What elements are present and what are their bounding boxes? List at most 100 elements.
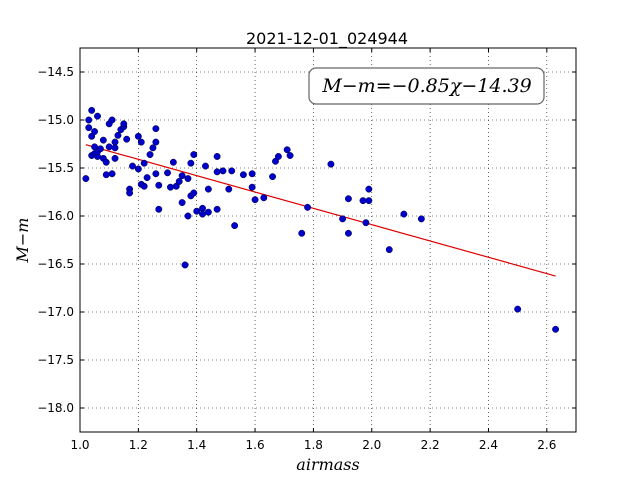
y-axis-label: M−m [13, 218, 32, 264]
data-point [126, 189, 134, 197]
data-point [213, 168, 221, 176]
x-tick-label: 1.4 [187, 438, 206, 452]
data-point [248, 170, 256, 178]
data-point [140, 159, 148, 167]
data-point [417, 215, 425, 223]
data-point [269, 173, 277, 181]
data-point [181, 261, 189, 269]
y-tick-label: −17.0 [37, 305, 74, 319]
data-point [362, 219, 370, 227]
data-point [134, 132, 142, 140]
data-point [88, 106, 96, 114]
data-point [228, 167, 236, 175]
data-point [166, 183, 174, 191]
fit-equation-frame [308, 67, 545, 105]
data-point [96, 145, 104, 153]
data-point [225, 185, 233, 193]
axis-ticks: 1.0 1.2 1.4 1.6 1.8 2.0 2.2 2.4 2.6 −14.5 −15.0 −15… [37, 48, 576, 452]
data-point [134, 165, 142, 173]
fit-line-group [85, 144, 556, 277]
chart-title: 2021-12-01_024944 [246, 29, 408, 49]
data-point [213, 153, 221, 160]
data-point [365, 197, 373, 205]
data-point [111, 144, 119, 152]
plot-frame [79, 47, 577, 433]
x-axis-label: airmass [296, 455, 359, 474]
data-point [199, 204, 206, 212]
data-point [187, 159, 195, 167]
x-tick-label: 2.6 [537, 438, 556, 452]
data-point [123, 135, 131, 143]
data-point [111, 154, 119, 162]
data-point [85, 116, 93, 124]
y-tick-label: −15.0 [37, 113, 74, 127]
data-point [108, 170, 116, 178]
data-point [385, 246, 393, 254]
fit-equation: M−m=−0.85χ−14.39 [321, 75, 531, 97]
data-point [283, 146, 291, 154]
data-point [400, 210, 408, 218]
data-point [260, 194, 268, 202]
data-point [286, 152, 294, 159]
x-tick-label: 1.6 [246, 438, 265, 452]
data-point [129, 162, 136, 170]
data-point [178, 172, 186, 180]
data-point [359, 197, 367, 205]
data-point [82, 175, 90, 183]
data-point [91, 128, 99, 135]
x-tick-label: 2.4 [479, 438, 498, 452]
data-point [184, 175, 192, 183]
data-point [239, 171, 247, 179]
fit-equation-box: M−m=−0.85χ−14.39 [308, 67, 545, 105]
data-point [178, 199, 186, 207]
data-point [99, 136, 107, 144]
data-point [204, 208, 212, 216]
data-point [102, 158, 110, 166]
data-point [149, 144, 157, 152]
data-point [137, 138, 145, 146]
data-point [85, 124, 93, 132]
data-point [169, 158, 177, 166]
grid-lines [79, 48, 576, 432]
data-point [202, 162, 209, 170]
data-point [152, 170, 160, 178]
x-tick-label: 2.0 [362, 438, 381, 452]
data-point [514, 305, 522, 313]
data-point [155, 181, 163, 189]
data-point [344, 195, 352, 203]
fit-line [85, 144, 556, 277]
y-tick-label: −18.0 [37, 401, 74, 415]
x-tick-label: 1.8 [304, 438, 323, 452]
data-point [184, 212, 192, 220]
data-point [552, 325, 560, 333]
data-point [199, 210, 206, 218]
data-point [175, 177, 183, 185]
data-point [190, 151, 198, 159]
data-point [339, 215, 347, 223]
data-point [155, 205, 163, 213]
data-point [140, 182, 148, 190]
data-point [274, 153, 282, 160]
x-tick-label: 2.2 [421, 438, 440, 452]
data-point [365, 185, 373, 193]
data-point [120, 120, 128, 128]
data-point [298, 229, 306, 237]
data-point [94, 112, 101, 120]
y-tick-label: −14.5 [37, 65, 74, 79]
data-point [146, 151, 154, 159]
data-points [82, 106, 560, 333]
data-point [164, 169, 171, 177]
data-point [344, 229, 352, 237]
data-point [102, 171, 110, 179]
data-point [111, 138, 119, 146]
y-tick-label: −16.5 [37, 257, 74, 271]
data-point [213, 205, 221, 213]
data-point [108, 116, 116, 124]
data-point [105, 143, 113, 151]
data-point [231, 222, 239, 230]
data-point [327, 160, 335, 168]
y-tick-label: −16.0 [37, 209, 74, 223]
data-point [251, 196, 259, 204]
x-tick-label: 1.0 [70, 438, 89, 452]
y-tick-label: −15.5 [37, 161, 74, 175]
